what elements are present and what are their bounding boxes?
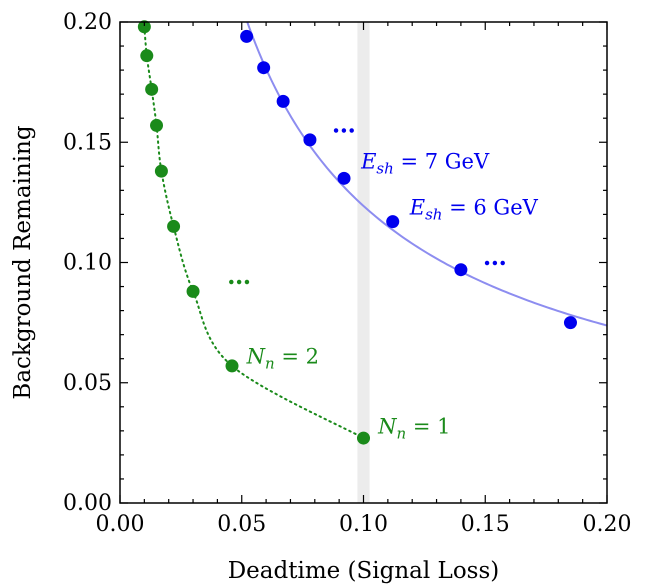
y-tick-label: 0.20 [63,10,112,35]
series-0-point-2 [145,82,159,96]
series-1-point-1 [257,61,271,75]
annotation-2: Esh = 7 GeV [360,150,490,178]
y-axis-label: Background Remaining [10,125,36,399]
x-axis-label: Deadtime (Signal Loss) [228,558,500,584]
axes-ticks [119,21,608,504]
y-tick-label: 0.05 [63,371,112,396]
plot-area: 0.00 0.05 0.10 0.15 0.20 0.00 0.05 0.10 0.15 0.20… [63,10,632,537]
annotation-1: Nn = 1 [377,414,450,442]
ellipsis-1: … [332,110,356,139]
series-1-point-6 [454,263,468,277]
series-0-point-5 [167,219,181,233]
ellipsis-2: … [483,242,507,271]
series-0-point-4 [154,164,168,178]
y-tick-label: 0.00 [63,491,112,516]
annotation-3: Esh = 6 GeV [409,195,539,223]
x-tick-label: 0.05 [217,512,266,537]
series-1-point-3 [303,133,317,147]
series-1-point-0 [240,29,254,43]
series-1-point-4 [337,171,351,185]
series-0-point-1 [140,49,154,63]
annotation-0: Nn = 2 [246,345,319,373]
ellipsis-0: … [227,261,251,290]
series-1-point-5 [386,215,400,229]
highlight-band [357,22,370,503]
series-0-point-3 [150,118,164,132]
series-0-point-0 [137,20,151,34]
series-1-line [246,22,607,327]
series-1-point-7 [563,316,577,330]
x-tick-label: 0.10 [339,512,388,537]
series-lines [143,22,607,440]
series-0-point-7 [225,359,239,373]
x-tick-label: 0.00 [96,512,145,537]
x-tick-label: 0.20 [583,512,632,537]
y-tick-label: 0.10 [63,251,112,276]
series-0-line [143,25,365,440]
x-tick-label: 0.15 [461,512,510,537]
series-1-point-2 [276,94,290,108]
y-tick-label: 0.15 [63,130,112,155]
series-0-point-8 [357,431,370,445]
series-0-point-6 [186,284,200,298]
